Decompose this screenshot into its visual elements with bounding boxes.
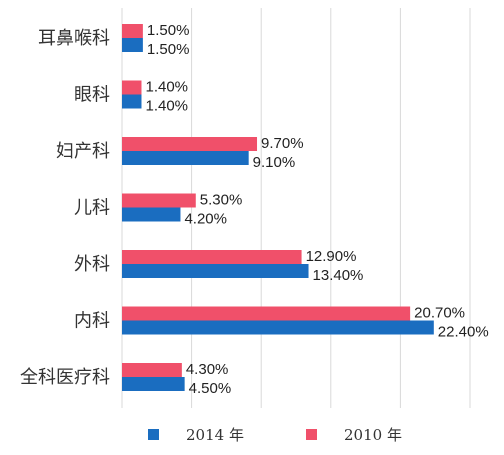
category-label-6: 全科医疗科 <box>20 367 110 388</box>
bar-2010-3 <box>122 193 196 208</box>
bar-2014-2 <box>122 151 249 165</box>
bar-2014-1 <box>122 94 142 109</box>
value-label-2010-2: 9.70% <box>261 135 304 152</box>
value-label-2014-5: 22.40% <box>438 324 489 341</box>
bar-2014-5 <box>122 320 434 335</box>
value-label-2014-2: 9.10% <box>253 154 296 171</box>
legend-swatch-1 <box>306 429 317 440</box>
legend: 2014 年 2010 年 <box>148 426 402 444</box>
value-label-2014-0: 1.50% <box>147 41 190 58</box>
value-label-2014-3: 4.20% <box>184 211 227 228</box>
bar-2014-0 <box>122 38 143 52</box>
bar-2010-6 <box>122 363 182 377</box>
bar-2014-4 <box>122 264 309 278</box>
category-label-2: 妇产科 <box>56 141 110 162</box>
legend-label-0: 2014 年 <box>186 426 244 444</box>
bar-2014-6 <box>122 377 185 391</box>
bar-2010-0 <box>122 24 143 38</box>
legend-label-1: 2010 年 <box>344 426 402 444</box>
bar-2010-1 <box>122 80 142 95</box>
value-label-2010-4: 12.90% <box>306 248 357 265</box>
category-label-0: 耳鼻喉科 <box>38 28 110 49</box>
category-label-4: 外科 <box>74 254 110 275</box>
value-label-2014-4: 13.40% <box>313 267 364 284</box>
value-label-2010-0: 1.50% <box>147 22 190 39</box>
bar-2014-3 <box>122 207 181 222</box>
category-label-3: 儿科 <box>74 198 110 219</box>
bar-2010-4 <box>122 250 302 264</box>
bar-2010-2 <box>122 137 258 151</box>
gridlines <box>121 8 471 408</box>
value-label-2014-6: 4.50% <box>189 380 232 397</box>
value-label-2010-1: 1.40% <box>145 79 188 96</box>
value-label-2010-5: 20.70% <box>414 305 465 322</box>
bars <box>122 24 434 391</box>
value-labels: 1.50% 1.50% 1.40% 1.40% 9.70% 9.10% 5.30% 4.20%… <box>145 22 488 397</box>
value-label-2014-1: 1.40% <box>145 98 188 115</box>
category-label-1: 眼科 <box>74 85 110 106</box>
legend-swatch-0 <box>148 429 159 440</box>
bar-2010-5 <box>122 306 411 321</box>
category-label-5: 内科 <box>74 311 110 332</box>
value-label-2010-6: 4.30% <box>186 361 229 378</box>
value-label-2010-3: 5.30% <box>200 192 243 209</box>
